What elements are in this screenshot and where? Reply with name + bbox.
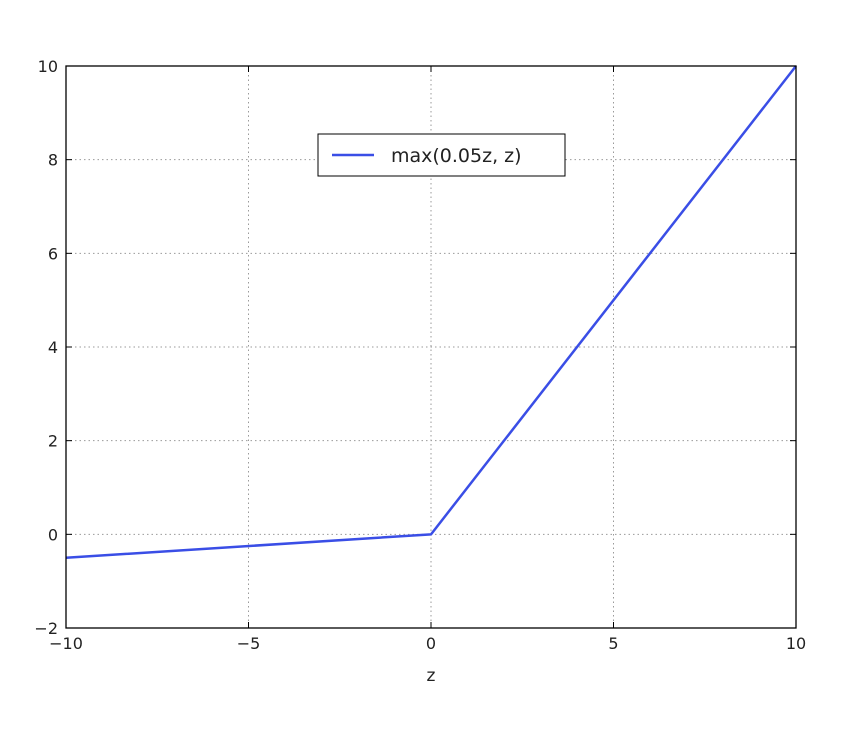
y-tick-label: 0	[48, 525, 58, 544]
legend-label: max(0.05z, z)	[391, 145, 522, 167]
legend: max(0.05z, z)	[317, 133, 566, 177]
x-tick-label: 0	[426, 634, 436, 653]
y-tick-label: 2	[48, 432, 58, 451]
y-tick-labels: −2 0 2 4 6 8 10	[34, 57, 58, 638]
y-tick-label: 10	[38, 57, 58, 76]
x-axis-label: z	[427, 666, 436, 686]
x-tick-label: −10	[49, 634, 83, 653]
series-line	[65, 65, 797, 559]
x-tick-label: 10	[786, 634, 806, 653]
x-tick-labels: −10 −5 0 5 10	[49, 634, 806, 653]
y-tick-label: 8	[48, 151, 58, 170]
x-tick-label: −5	[237, 634, 261, 653]
y-tick-label: 6	[48, 244, 58, 263]
y-tick-label: −2	[34, 619, 58, 638]
series-layer	[65, 65, 797, 559]
y-tick-label: 4	[48, 338, 58, 357]
tick-mark-layer	[65, 65, 797, 629]
x-tick-label: 5	[608, 634, 618, 653]
